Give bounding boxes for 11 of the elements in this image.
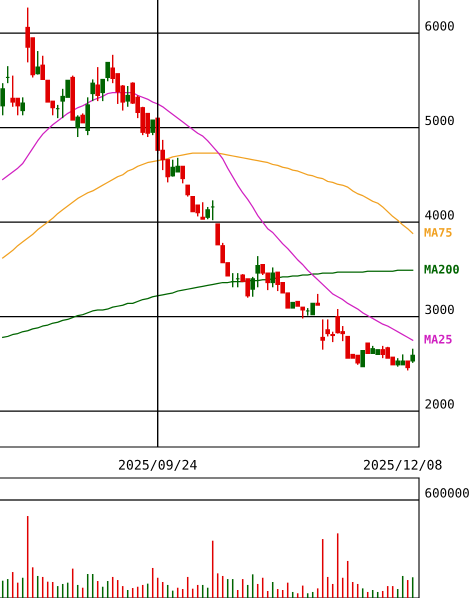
x-tick-label: 2025/12/08 — [364, 460, 442, 471]
y-tick-label: 5000 — [425, 116, 454, 126]
y-tick-label: 600000 — [425, 488, 469, 498]
y-tick-label: 3000 — [425, 304, 454, 314]
x-tick-label: 2025/09/24 — [118, 460, 197, 471]
series-label: MA25 — [424, 334, 452, 344]
series-label: MA200 — [424, 264, 459, 274]
y-tick-label: 6000 — [425, 21, 454, 31]
y-tick-label: 4000 — [425, 210, 454, 220]
series-label: MA75 — [424, 228, 452, 237]
y-tick-label: 2000 — [425, 399, 454, 409]
